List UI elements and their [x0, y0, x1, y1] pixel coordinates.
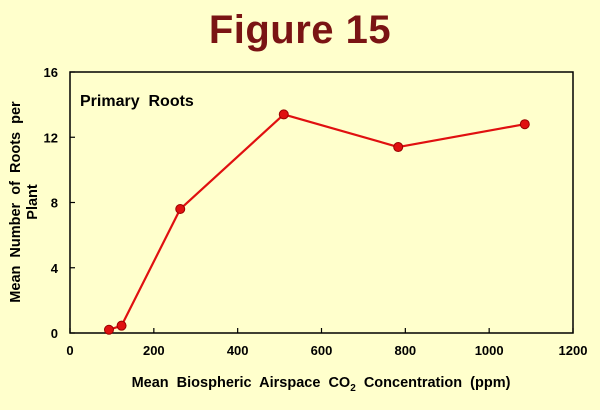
x-axis-label: Mean Biospheric Airspace CO2 Concentrati… — [132, 375, 511, 394]
data-point — [116, 320, 127, 331]
y-tick-label: 4 — [51, 261, 59, 276]
annotation-primary-roots: Primary Roots — [80, 93, 194, 110]
y-tick-label: 16 — [44, 65, 58, 80]
data-point — [103, 324, 114, 335]
x-tick-label: 200 — [143, 343, 165, 358]
x-tick-label: 800 — [394, 343, 416, 358]
y-axis-label-line1: Mean Number of Roots per — [8, 101, 24, 303]
y-axis-label: Mean Number of Roots per Plant — [8, 101, 41, 303]
x-axis-label-subscript: 2 — [350, 383, 356, 394]
series-primary-roots — [103, 109, 530, 335]
data-point — [278, 109, 289, 120]
x-axis-label-suffix: Concentration (ppm) — [356, 375, 511, 391]
y-axis-label-line2: Plant — [25, 184, 41, 220]
plot-area — [69, 71, 574, 334]
axis-ticks: 0 200 400 600 800 1000 1200 0 4 8 12 16 — [44, 65, 588, 358]
x-axis-label-main: Mean Biospheric Airspace CO — [132, 375, 351, 391]
data-point — [519, 119, 530, 130]
x-tick-label: 400 — [227, 343, 249, 358]
series-line — [108, 113, 525, 331]
y-tick-label: 0 — [51, 326, 58, 341]
x-tick-label: 600 — [311, 343, 333, 358]
figure-title: Figure 15 — [208, 8, 392, 52]
x-tick-label: 1200 — [559, 343, 588, 358]
x-tick-label: 0 — [66, 343, 73, 358]
x-tick-label: 1000 — [475, 343, 504, 358]
data-point — [175, 204, 186, 215]
y-tick-label: 8 — [51, 196, 58, 211]
data-point — [393, 142, 404, 153]
y-tick-label: 12 — [44, 130, 58, 145]
